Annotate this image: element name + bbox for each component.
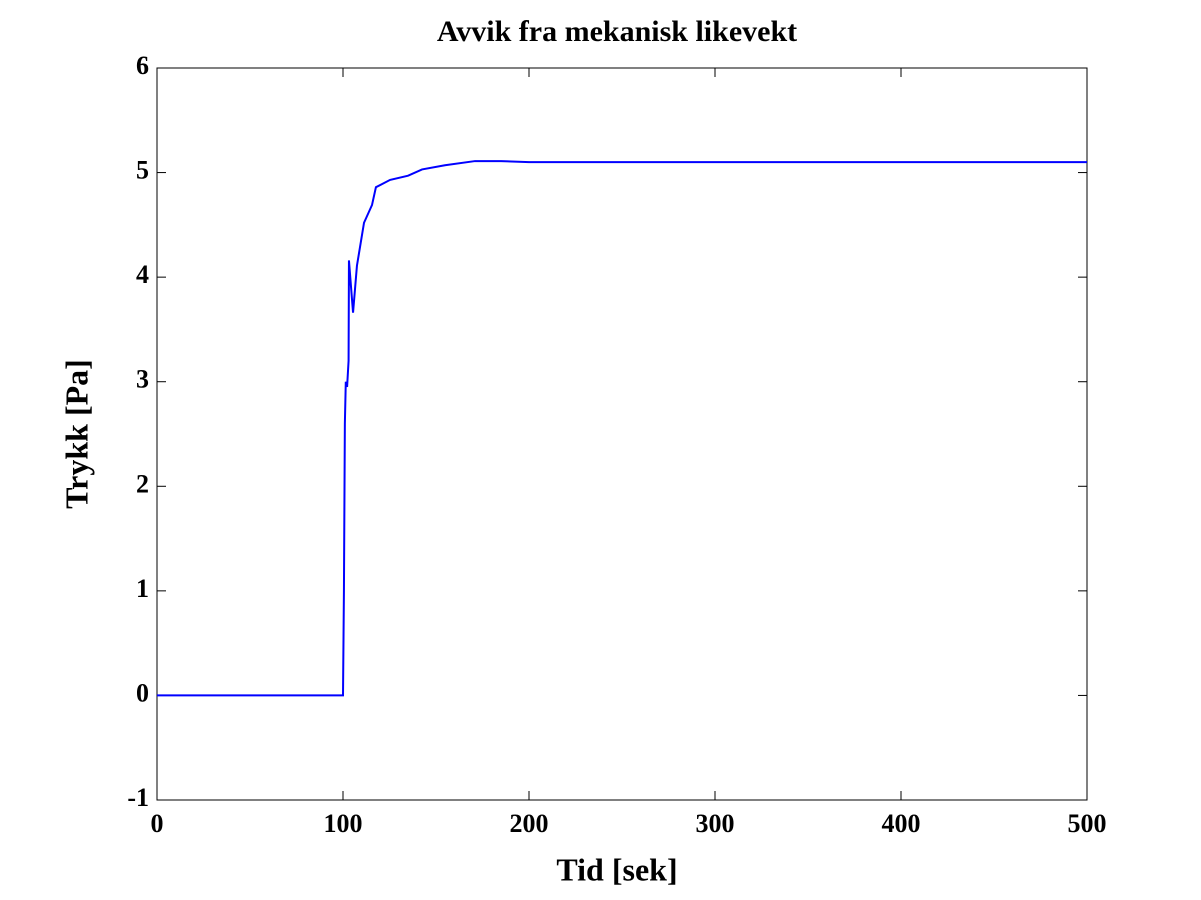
x-tick-label: 300 — [696, 809, 735, 838]
y-tick-label: 4 — [136, 260, 149, 289]
y-tick-label: 3 — [136, 365, 149, 394]
x-tick-label: 500 — [1068, 809, 1107, 838]
y-tick-label: 1 — [136, 574, 149, 603]
y-tick-label: 6 — [136, 51, 149, 80]
x-tick-label: 100 — [324, 809, 363, 838]
x-axis-label: Tid [sek] — [556, 851, 677, 887]
y-tick-label: -1 — [127, 783, 149, 812]
y-tick-label: 0 — [136, 678, 149, 707]
y-tick-label: 5 — [136, 156, 149, 185]
chart-title: Avvik fra mekanisk likevekt — [437, 15, 797, 48]
x-tick-label: 400 — [882, 809, 921, 838]
data-line — [157, 160, 1087, 697]
y-axis-label: Trykk [Pa] — [58, 359, 94, 509]
x-tick-label: 200 — [510, 809, 549, 838]
y-tick-label: 2 — [136, 469, 149, 498]
x-tick-label: 0 — [151, 809, 164, 838]
plot-frame — [156, 67, 1088, 801]
